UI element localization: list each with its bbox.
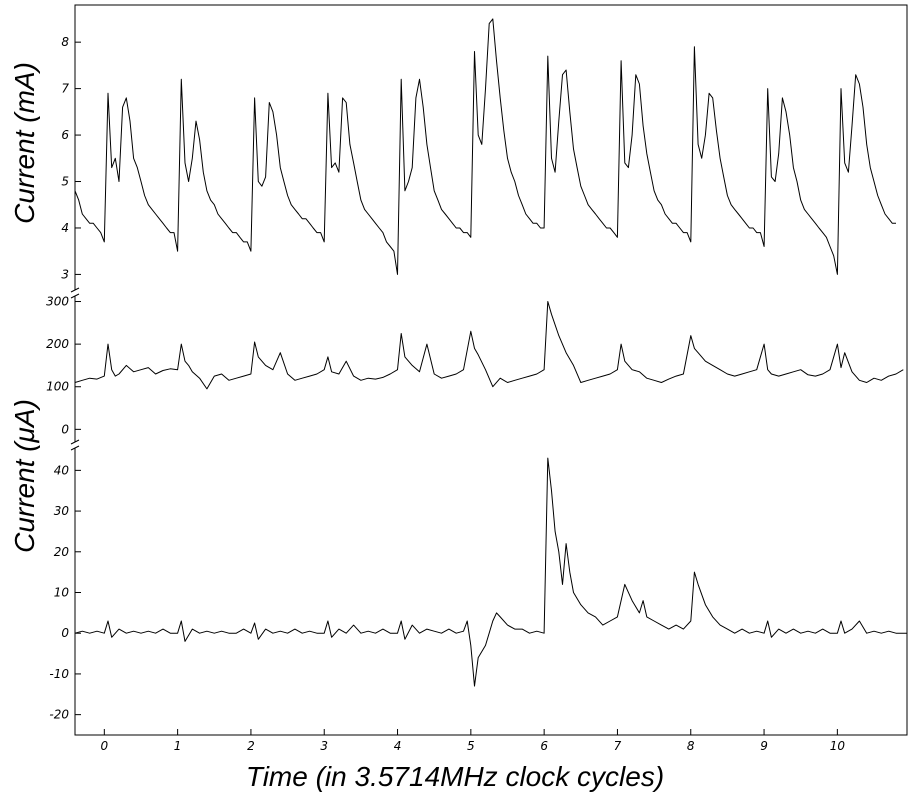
x-tick-label-8: 8	[687, 739, 695, 753]
axis-break-top-mark-b	[70, 293, 80, 299]
x-axis-title: Time (in 3.5714MHz clock cycles)	[246, 761, 664, 792]
y-tick-label-top-4: 4	[61, 221, 69, 235]
y-axis-title-bottom: Current (μA)	[9, 399, 40, 553]
axis-break-bottom-mark-b	[70, 445, 80, 451]
y-axis-title-top: Current (mA)	[9, 62, 40, 224]
y-tick-label-top-8: 8	[61, 35, 69, 49]
y-tick-label-bottom--20: -20	[49, 708, 69, 722]
axis-ticks: 0 1 2 3 4 5 6 7 8 9 10 3 4 5 6 7 8 0 100 200 300 -20 -10 0 10 20 3…	[46, 35, 845, 753]
x-tick-label-3: 3	[320, 739, 328, 753]
series-line-bottom	[74, 457, 907, 687]
y-tick-label-top-3: 3	[61, 267, 69, 281]
y-tick-label-bottom-30: 30	[54, 504, 70, 518]
series-layer	[74, 18, 907, 687]
y-tick-label-middle-300: 300	[46, 295, 69, 309]
x-tick-label-5: 5	[467, 739, 475, 753]
y-tick-label-top-5: 5	[61, 175, 69, 189]
x-tick-label-0: 0	[101, 739, 109, 753]
x-tick-label-1: 1	[174, 739, 182, 753]
series-line-middle	[74, 301, 904, 390]
y-tick-label-middle-200: 200	[46, 337, 69, 351]
y-tick-label-bottom-40: 40	[54, 463, 70, 477]
y-tick-label-top-7: 7	[61, 82, 69, 96]
axis-break-top-mark-a	[70, 287, 80, 293]
axis-break-bottom-mark-a	[70, 439, 80, 445]
x-tick-label-4: 4	[394, 739, 402, 753]
y-tick-label-middle-100: 100	[46, 380, 69, 394]
x-tick-label-6: 6	[540, 739, 548, 753]
plot-border	[74, 4, 908, 736]
y-tick-label-bottom-0: 0	[61, 626, 69, 640]
x-tick-label-10: 10	[830, 739, 846, 753]
y-tick-label-bottom-10: 10	[54, 586, 70, 600]
axis-break-top-gap	[71, 290, 79, 296]
y-tick-label-bottom-20: 20	[54, 545, 70, 559]
series-line-top	[74, 18, 896, 275]
plot-frame	[70, 4, 908, 736]
x-tick-label-2: 2	[247, 739, 255, 753]
y-tick-label-bottom--10: -10	[49, 667, 69, 681]
axis-break-bottom-gap	[71, 442, 79, 448]
y-tick-label-top-6: 6	[61, 128, 69, 142]
y-tick-label-middle-0: 0	[61, 422, 69, 436]
x-tick-label-7: 7	[614, 739, 622, 753]
x-tick-label-9: 9	[760, 739, 768, 753]
